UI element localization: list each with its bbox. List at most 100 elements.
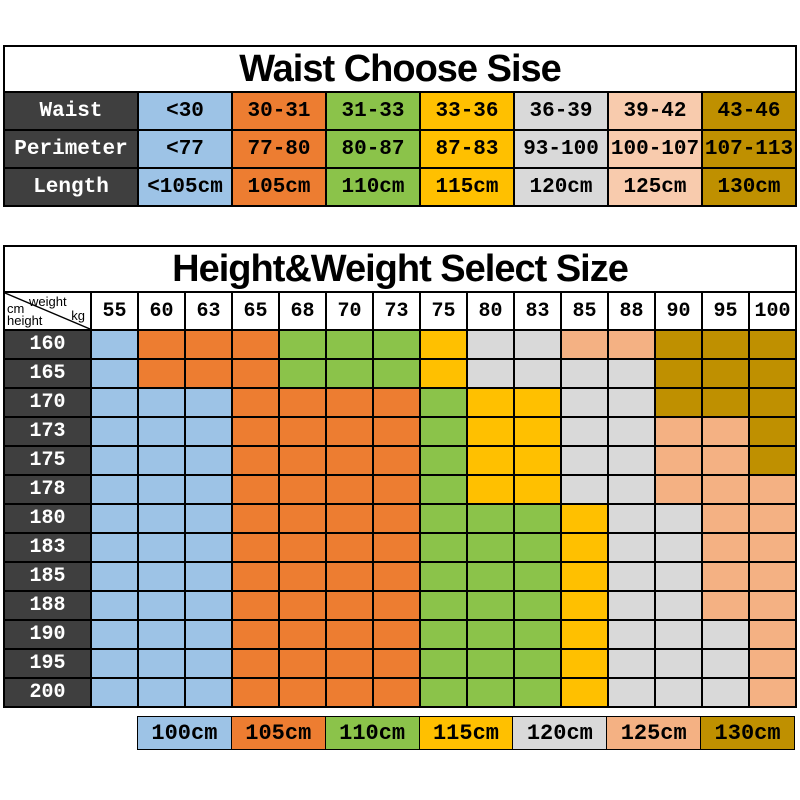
size-cell bbox=[139, 621, 184, 648]
size-cell bbox=[233, 650, 278, 677]
size-cell bbox=[233, 447, 278, 474]
waist-cell: 115cm bbox=[421, 169, 513, 205]
size-cell bbox=[327, 447, 372, 474]
size-cell bbox=[92, 360, 137, 387]
height-row-label: 200 bbox=[5, 679, 90, 706]
size-cell bbox=[609, 447, 654, 474]
waist-cell: 33-36 bbox=[421, 93, 513, 129]
size-cell bbox=[327, 563, 372, 590]
size-cell bbox=[468, 418, 513, 445]
size-cell bbox=[233, 360, 278, 387]
legend-item: 130cm bbox=[701, 717, 794, 749]
weight-column-header: 88 bbox=[609, 293, 654, 329]
weight-column-header: 65 bbox=[233, 293, 278, 329]
waist-cell: 77-80 bbox=[233, 131, 325, 167]
size-cell bbox=[703, 476, 748, 503]
size-cell bbox=[562, 563, 607, 590]
waist-cell: 120cm bbox=[515, 169, 607, 205]
waist-cell: 100-107 bbox=[609, 131, 701, 167]
size-cell bbox=[280, 563, 325, 590]
size-cell bbox=[515, 592, 560, 619]
weight-column-header: 55 bbox=[92, 293, 137, 329]
waist-cell: 30-31 bbox=[233, 93, 325, 129]
size-cell bbox=[515, 650, 560, 677]
height-row-label: 180 bbox=[5, 505, 90, 532]
size-cell bbox=[92, 418, 137, 445]
weight-column-header: 90 bbox=[656, 293, 701, 329]
size-cell bbox=[139, 389, 184, 416]
size-cell bbox=[421, 650, 466, 677]
size-cell bbox=[186, 592, 231, 619]
size-cell bbox=[750, 592, 795, 619]
size-cell bbox=[562, 621, 607, 648]
size-cell bbox=[233, 621, 278, 648]
size-cell bbox=[750, 360, 795, 387]
size-cell bbox=[562, 650, 607, 677]
size-cell bbox=[562, 505, 607, 532]
size-cell bbox=[92, 476, 137, 503]
size-cell bbox=[92, 447, 137, 474]
size-cell bbox=[374, 592, 419, 619]
size-cell bbox=[233, 505, 278, 532]
size-cell bbox=[750, 505, 795, 532]
size-cell bbox=[562, 331, 607, 358]
size-cell bbox=[468, 650, 513, 677]
size-cell bbox=[750, 621, 795, 648]
size-cell bbox=[703, 447, 748, 474]
height-row-label: 165 bbox=[5, 360, 90, 387]
size-cell bbox=[750, 563, 795, 590]
weight-column-header: 75 bbox=[421, 293, 466, 329]
weight-column-header: 60 bbox=[139, 293, 184, 329]
size-cell bbox=[421, 621, 466, 648]
size-cell bbox=[233, 389, 278, 416]
size-cell bbox=[92, 592, 137, 619]
size-cell bbox=[515, 476, 560, 503]
size-cell bbox=[656, 679, 701, 706]
size-cell bbox=[139, 563, 184, 590]
size-cell bbox=[656, 360, 701, 387]
size-cell bbox=[186, 679, 231, 706]
size-cell bbox=[92, 331, 137, 358]
size-cell bbox=[468, 621, 513, 648]
size-cell bbox=[750, 476, 795, 503]
size-cell bbox=[609, 650, 654, 677]
size-cell bbox=[327, 360, 372, 387]
size-cell bbox=[421, 360, 466, 387]
size-cell bbox=[562, 476, 607, 503]
size-cell bbox=[562, 679, 607, 706]
size-cell bbox=[374, 534, 419, 561]
legend-item: 115cm bbox=[419, 717, 513, 749]
size-cell bbox=[186, 650, 231, 677]
size-cell bbox=[703, 650, 748, 677]
size-cell bbox=[703, 505, 748, 532]
size-cell bbox=[374, 505, 419, 532]
size-cell bbox=[139, 592, 184, 619]
corner-cell: weight kg cm height bbox=[5, 293, 90, 329]
waist-cell: 31-33 bbox=[327, 93, 419, 129]
corner-height-label: height bbox=[7, 313, 43, 328]
size-cell bbox=[609, 505, 654, 532]
waist-row-label: Waist bbox=[5, 93, 137, 129]
size-cell bbox=[656, 389, 701, 416]
diagonal-divider-line bbox=[5, 293, 90, 329]
size-cell bbox=[703, 621, 748, 648]
weight-column-header: 70 bbox=[327, 293, 372, 329]
size-cell bbox=[562, 418, 607, 445]
height-weight-grid: weight kg cm height 55 60 63 65 68 70 73 75 80 83… bbox=[5, 293, 795, 706]
size-cell bbox=[656, 592, 701, 619]
waist-row-label: Length bbox=[5, 169, 137, 205]
size-cell bbox=[327, 505, 372, 532]
size-cell bbox=[703, 418, 748, 445]
size-cell bbox=[139, 679, 184, 706]
size-cell bbox=[703, 389, 748, 416]
size-cell bbox=[327, 621, 372, 648]
size-cell bbox=[280, 389, 325, 416]
size-cell bbox=[750, 679, 795, 706]
size-cell bbox=[609, 331, 654, 358]
height-row-label: 185 bbox=[5, 563, 90, 590]
size-cell bbox=[92, 563, 137, 590]
size-cell bbox=[186, 534, 231, 561]
size-cell bbox=[468, 505, 513, 532]
size-cell bbox=[468, 360, 513, 387]
size-cell bbox=[92, 679, 137, 706]
